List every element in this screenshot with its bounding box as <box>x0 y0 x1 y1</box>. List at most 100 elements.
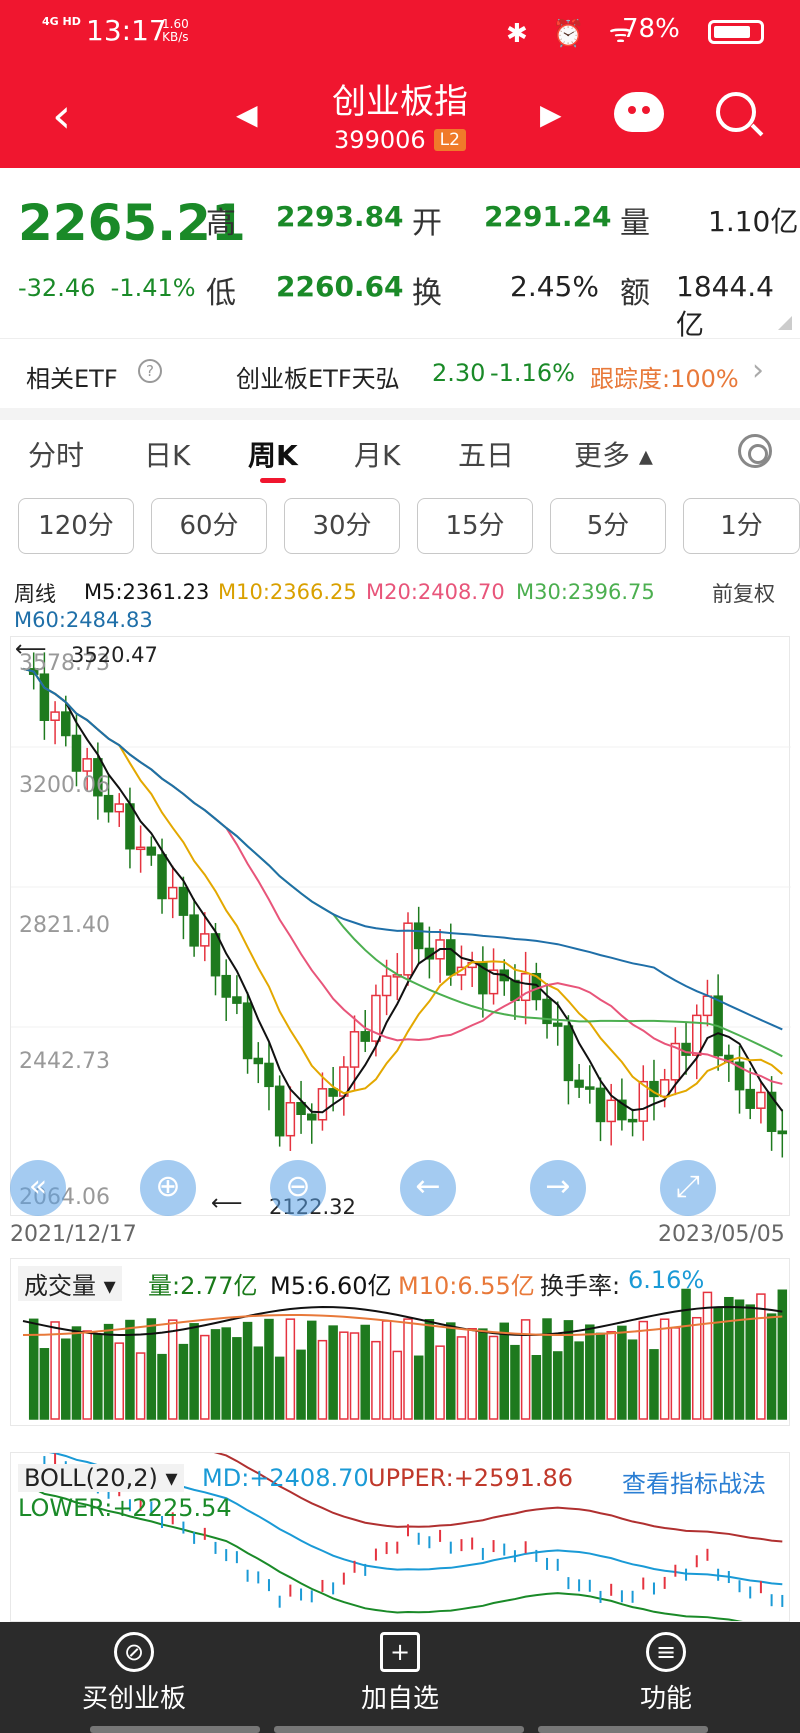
candle <box>167 886 178 900</box>
search-icon[interactable] <box>716 92 756 132</box>
ma20-legend: M20:2408.70 <box>366 580 505 604</box>
volume-ma5-line <box>22 1305 783 1336</box>
volume-bar <box>328 1325 338 1420</box>
zoom-in-icon[interactable]: ⊕ <box>140 1160 196 1216</box>
candle <box>189 914 199 947</box>
volume-bar <box>456 1336 467 1420</box>
boll-selector[interactable]: BOLL(20,2) ▾ <box>18 1464 184 1492</box>
collapse-icon[interactable]: « <box>10 1160 66 1216</box>
functions-label: 功能 <box>639 1684 692 1714</box>
tab-weekly-k[interactable]: 周K <box>248 439 298 472</box>
boll-upper: UPPER:+2591.86 <box>368 1464 574 1492</box>
volume-value: 量:2.77亿 <box>148 1272 258 1300</box>
tab-intraday[interactable]: 分时 <box>28 439 85 472</box>
ma-line <box>22 667 783 1058</box>
tab-monthly-k[interactable]: 月K <box>354 439 401 472</box>
help-icon[interactable]: ? <box>138 359 162 383</box>
adjust-toggle[interactable]: 前复权 <box>712 582 775 606</box>
volume-bar <box>189 1323 199 1420</box>
y-label-1: 3578.73 <box>19 651 110 676</box>
volume-bar <box>702 1291 713 1420</box>
btn-60min[interactable]: 60分 <box>151 498 267 554</box>
prev-stock-icon[interactable]: ◀ <box>236 98 258 131</box>
ma-line <box>22 667 783 1031</box>
page-title: 创业板指 <box>332 82 468 122</box>
etf-pct: -1.16% <box>490 359 575 387</box>
candle <box>210 933 221 977</box>
settings-icon[interactable] <box>738 434 772 468</box>
scroll-right-icon[interactable]: → <box>530 1160 586 1216</box>
assistant-icon[interactable] <box>614 92 664 132</box>
battery-percent: 78% <box>622 14 680 44</box>
zoom-out-icon[interactable]: ⊖ <box>270 1160 326 1216</box>
volume-bar <box>39 1348 50 1420</box>
tab-more[interactable]: 更多 ▴ <box>574 439 653 472</box>
volume-bar <box>627 1339 638 1420</box>
volume-bar <box>221 1327 231 1420</box>
functions-button[interactable]: ≡ 功能 <box>586 1632 746 1715</box>
volume-bar <box>381 1320 392 1420</box>
next-stock-icon[interactable]: ▶ <box>540 98 562 131</box>
btn-1min[interactable]: 1分 <box>683 498 800 554</box>
high-label: 高 <box>206 206 236 241</box>
volume-selector[interactable]: 成交量 ▾ <box>18 1266 122 1301</box>
back-icon[interactable]: ‹ <box>52 88 72 144</box>
btn-15min[interactable]: 15分 <box>417 498 533 554</box>
y-label-3: 2821.40 <box>19 913 110 938</box>
volume-bar <box>167 1319 178 1420</box>
ma5-legend: M5:2361.23 <box>84 580 210 604</box>
volume-ma10: M10:6.55亿 <box>398 1272 535 1300</box>
buy-button[interactable]: ⊘ 买创业板 <box>54 1632 214 1715</box>
candle <box>520 972 531 1002</box>
volume-bar <box>520 1319 531 1420</box>
turnover-label: 换 <box>412 276 442 311</box>
tab-five-day[interactable]: 五日 <box>458 439 515 472</box>
expand-corner-icon[interactable] <box>778 316 792 330</box>
quote-panel: 2265.21 -32.46 -1.41% 高 2293.84 开 2291.2… <box>0 168 800 341</box>
candle <box>745 1088 755 1109</box>
volume-bar <box>157 1353 167 1420</box>
candle <box>71 734 82 772</box>
date-end: 2023/05/05 <box>658 1222 785 1247</box>
btn-30min[interactable]: 30分 <box>284 498 400 554</box>
fullscreen-icon[interactable]: ⤢ <box>660 1160 716 1216</box>
volume-ma5: M5:6.60亿 <box>270 1272 392 1300</box>
volume-bar <box>692 1316 702 1420</box>
volume-bar <box>403 1318 413 1420</box>
candle <box>103 794 114 813</box>
volume-bar <box>478 1328 488 1420</box>
volume-bar <box>200 1334 210 1420</box>
open-value: 2291.24 <box>484 200 612 233</box>
volume-bar <box>510 1344 520 1420</box>
candle <box>125 803 135 850</box>
related-etf-row[interactable]: 相关ETF ? 创业板ETF天弘 2.30 -1.16% 跟踪度:100% › <box>0 338 800 408</box>
etf-tracking: 跟踪度:100% <box>590 365 739 393</box>
btn-5min[interactable]: 5分 <box>550 498 666 554</box>
turnover-rate-label: 换手率: <box>540 1272 621 1300</box>
candle <box>563 1025 574 1082</box>
volume-bar <box>28 1318 39 1420</box>
candle <box>61 711 71 737</box>
add-watchlist-button[interactable]: + 加自选 <box>320 1632 480 1715</box>
kline-chart[interactable]: 3578.73 3200.06 2821.40 2442.73 2064.06 … <box>10 636 791 1219</box>
l2-badge: L2 <box>433 129 466 151</box>
volume-bar <box>125 1319 135 1420</box>
btn-120min[interactable]: 120分 <box>18 498 134 554</box>
candle <box>264 1062 274 1088</box>
indicator-strategy-link[interactable]: 查看指标战法 <box>622 1470 766 1498</box>
volume-bar <box>766 1313 777 1420</box>
volume-chart[interactable] <box>10 1258 790 1426</box>
candle <box>659 1079 670 1098</box>
volume-bar <box>82 1330 92 1420</box>
low-arrow-icon: ⟵ <box>211 1191 243 1216</box>
volume-bar <box>61 1338 71 1420</box>
candle <box>756 1091 766 1109</box>
volume-bar <box>585 1324 595 1420</box>
volume-bar <box>638 1320 649 1420</box>
scroll-left-icon[interactable]: ← <box>400 1160 456 1216</box>
status-icons: ✱ ⏰ ᯤ <box>506 19 641 49</box>
candle <box>178 886 189 916</box>
candle <box>135 846 146 851</box>
boll-upper-line <box>213 1453 783 1543</box>
tab-daily-k[interactable]: 日K <box>144 439 191 472</box>
